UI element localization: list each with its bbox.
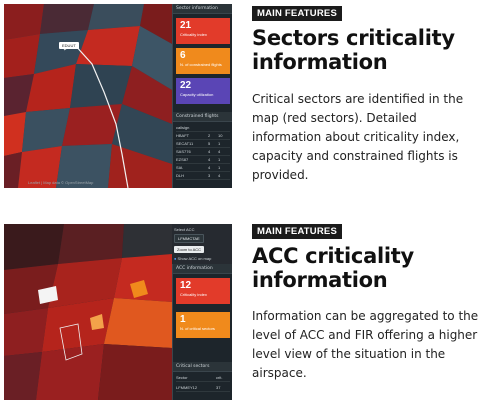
panel-header: Sector information: [173, 4, 232, 14]
acc-info-panel: ACC information 12 Criticality index 1 N…: [172, 264, 232, 400]
criticality-card: 21 Criticality index: [176, 18, 230, 44]
acc-map-screenshot: Select ACC LFMMCTAE Zoom to ACC ● Show A…: [4, 224, 232, 400]
show-acc-checkbox[interactable]: ● Show ACC on map: [174, 256, 211, 261]
capacity-card: 22 Capacity utilization: [176, 78, 230, 104]
title-line: ACC criticality: [252, 244, 414, 268]
table-row[interactable]: DLH 3 4: [176, 172, 230, 180]
cell: LFMMEY12: [176, 385, 198, 390]
table-row[interactable]: SAS776 4 4: [176, 148, 230, 156]
cell: 1: [218, 157, 221, 162]
acc-criticality-label: Criticality index: [180, 292, 207, 297]
sectors-map-screenshot: EDUUT Leaflet | Map data © OpenStreetMap…: [4, 4, 232, 188]
cell: 1: [218, 141, 221, 146]
title-line: Sectors criticality: [252, 26, 455, 50]
col-sector: Sector: [176, 375, 188, 380]
section-description: Information can be aggregated to the lev…: [252, 309, 479, 380]
acc-criticality-card: 12 Criticality index: [176, 278, 230, 304]
critical-sectors-label: N. of critical sectors: [180, 326, 215, 331]
critical-sector: [76, 26, 140, 66]
cell: 4: [208, 149, 211, 154]
critical-sectors-value: 1: [180, 314, 186, 325]
title-line: information: [252, 50, 388, 74]
cell: 3: [208, 173, 211, 178]
constrained-flights-card: 6 N. of constrained flights: [176, 48, 230, 74]
criticality-value: 21: [180, 20, 192, 31]
col-crit: crit.: [216, 375, 223, 380]
acc-criticality-value: 12: [180, 280, 192, 291]
selected-acc: [38, 286, 58, 304]
table-row[interactable]: SECAT11 5 1: [176, 140, 230, 148]
zoom-to-acc-button[interactable]: Zoom to ACC: [174, 246, 205, 253]
title-line: information: [252, 268, 388, 292]
flight-tag[interactable]: EDUUT: [59, 42, 79, 49]
select-acc-label: Select ACC: [174, 227, 195, 232]
cell: 1: [218, 165, 221, 170]
table-row[interactable]: SIA 4 1: [176, 164, 230, 172]
acc-select[interactable]: LFMMCTAE: [174, 234, 204, 243]
table-row[interactable]: EZS87 4 1: [176, 156, 230, 164]
capacity-label: Capacity utilization: [180, 92, 214, 97]
section-title: ACC criticality information: [252, 244, 414, 292]
constrained-value: 6: [180, 50, 186, 61]
table-row[interactable]: HBAFT 2 10: [176, 132, 230, 140]
map-attribution: Leaflet | Map data © OpenStreetMap: [28, 180, 94, 185]
cell: 4: [208, 165, 211, 170]
checkbox-label: Show ACC on map: [177, 256, 212, 261]
sector-info-panel: Sector information 21 Criticality index …: [172, 4, 232, 188]
constrained-label: N. of constrained flights: [180, 62, 222, 67]
checkbox-icon: ●: [174, 256, 177, 261]
capacity-value: 22: [180, 80, 192, 91]
cell: SECAT11: [176, 141, 194, 146]
table-col-headers: callsign: [176, 124, 230, 132]
table-header: Constrained flights: [173, 112, 232, 122]
main-features-badge: MAIN FEATURES: [252, 6, 343, 21]
cell: 10: [218, 133, 223, 138]
critical-sectors-card: 1 N. of critical sectors: [176, 312, 230, 338]
section-title: Sectors criticality information: [252, 26, 455, 74]
cell: 4: [208, 157, 211, 162]
panel-header: ACC information: [173, 264, 232, 274]
section-description: Critical sectors are identified in the m…: [252, 92, 464, 182]
cell: 4: [218, 149, 221, 154]
cell: 37: [216, 385, 221, 390]
cell: 5: [208, 141, 211, 146]
criticality-label: Criticality index: [180, 32, 207, 37]
table-row[interactable]: LFMMEY12 37: [176, 384, 230, 392]
cell: SIA: [176, 165, 183, 170]
table-header: Critical sectors: [173, 362, 232, 372]
main-features-badge: MAIN FEATURES: [252, 224, 343, 239]
table-col-headers: Sector crit.: [176, 374, 230, 382]
cell: 2: [208, 133, 211, 138]
col-callsign: callsign: [176, 125, 190, 130]
cell: HBAFT: [176, 133, 190, 138]
cell: DLH: [176, 173, 185, 178]
cell: 4: [218, 173, 221, 178]
cell: EZS87: [176, 157, 189, 162]
cell: SAS776: [176, 149, 191, 154]
